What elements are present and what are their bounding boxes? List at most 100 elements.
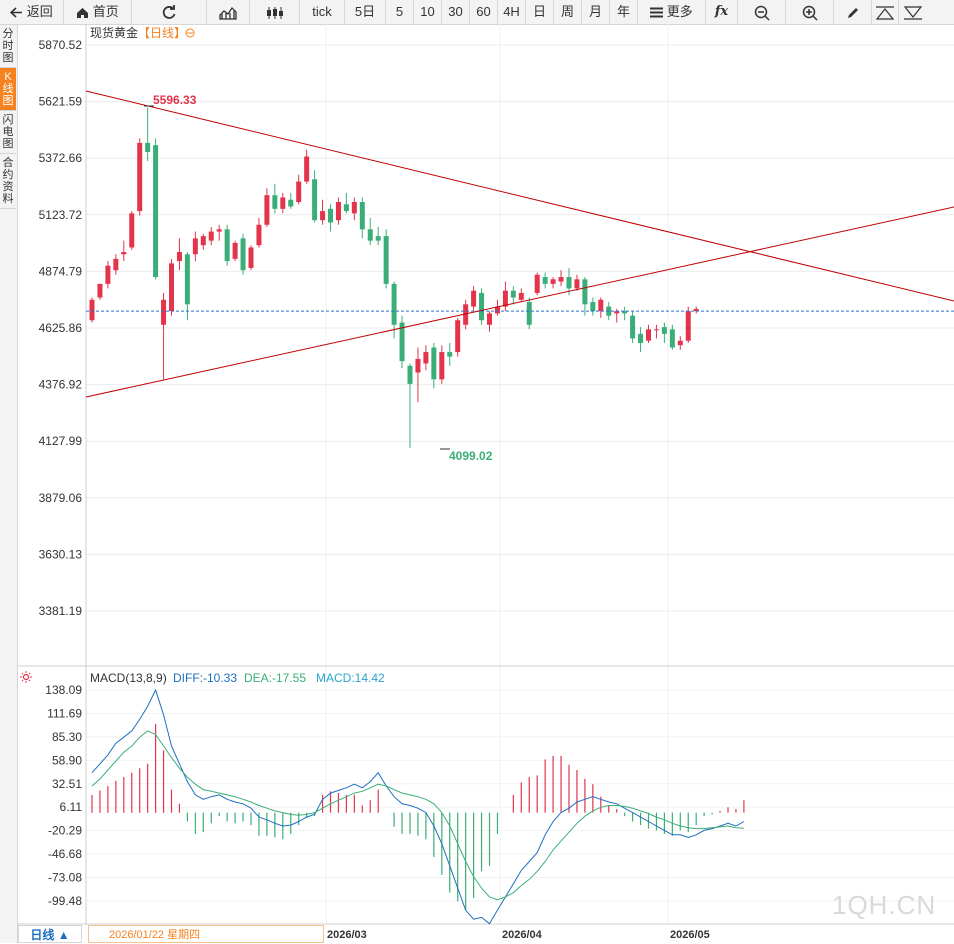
chart-type-button[interactable]	[207, 0, 250, 24]
back-button[interactable]: 返回	[0, 0, 64, 24]
more-button[interactable]: 更多	[638, 0, 706, 24]
y-tick-label: 5870.52	[39, 38, 83, 52]
period-5day[interactable]: 5日	[345, 0, 386, 24]
candle-body	[240, 238, 246, 271]
candle-body	[518, 292, 524, 300]
x-tick-label: 2026/05	[670, 929, 710, 941]
candle-body	[161, 299, 167, 325]
zoom-in-icon	[802, 5, 818, 21]
candle-body	[494, 306, 500, 314]
candle-body	[566, 277, 572, 289]
candle-body	[415, 358, 421, 373]
candle-body	[487, 313, 492, 325]
low-marker: 4099.02	[440, 448, 493, 463]
candle-body	[407, 365, 413, 384]
period-year[interactable]: 年	[610, 0, 638, 24]
candle-body	[216, 229, 222, 232]
candle-style-button[interactable]	[250, 0, 300, 24]
tab-contract-info[interactable]: 合约资料	[0, 154, 16, 209]
period-5min[interactable]: 5	[386, 0, 414, 24]
y-tick-label: 111.69	[47, 706, 82, 720]
home-button[interactable]: 首页	[64, 0, 132, 24]
candle-body	[622, 311, 628, 314]
candle-body	[614, 311, 620, 314]
settings-sun-icon[interactable]	[20, 671, 32, 683]
y-tick-label: 5621.59	[39, 95, 83, 109]
trendline-ascending[interactable]	[85, 206, 954, 398]
candle-body	[447, 352, 453, 357]
collapse-icon[interactable]	[185, 28, 195, 38]
period-tick[interactable]: tick	[300, 0, 345, 24]
candle-body	[89, 299, 95, 321]
macd-diff-value: DIFF:-10.33	[173, 671, 237, 685]
macd-axis-labels: 138.09 111.69 85.30 58.90 32.51 6.11 -20.29 -46…	[45, 683, 82, 908]
x-tick-label: 2026/03	[327, 929, 367, 941]
candle-body	[646, 329, 651, 341]
refresh-button[interactable]	[132, 0, 207, 24]
candle-body	[534, 274, 540, 293]
mountain-chart-icon	[219, 6, 237, 20]
period-30min[interactable]: 30	[442, 0, 470, 24]
period-day[interactable]: 日	[526, 0, 554, 24]
candle-body	[351, 202, 357, 214]
period-4hour[interactable]: 4H	[498, 0, 526, 24]
candlestick-icon	[266, 6, 283, 19]
zoom-out-button[interactable]	[738, 0, 786, 24]
candle-body	[145, 142, 151, 152]
candle-body	[630, 315, 636, 339]
candle-body	[105, 265, 111, 284]
period-week[interactable]: 周	[554, 0, 582, 24]
macd-dea-value: DEA:-17.55	[244, 671, 306, 685]
y-tick-label: -20.29	[48, 824, 82, 838]
draw-up-button[interactable]	[872, 0, 899, 24]
candle-body	[232, 242, 238, 259]
high-label: 5596.33	[153, 93, 197, 107]
candle-body	[343, 204, 349, 212]
y-tick-label: 32.51	[52, 777, 82, 791]
candle-body	[510, 290, 516, 298]
candle-body	[200, 236, 206, 246]
back-label: 返回	[26, 4, 53, 19]
tab-flash-chart[interactable]: 闪电图	[0, 111, 16, 154]
high-marker: 5596.33	[144, 93, 197, 107]
candle-body	[574, 279, 580, 289]
candle-body	[542, 277, 548, 284]
candle-body	[256, 224, 262, 246]
y-tick-label: 4625.86	[39, 321, 83, 335]
candle-body	[661, 327, 667, 334]
draw-pen-button[interactable]	[834, 0, 872, 24]
price-axis-labels: 5870.52 5621.59 5372.66 5123.72 4874.79 4625.…	[39, 38, 83, 618]
y-tick-label: 138.09	[45, 683, 82, 697]
period-selector[interactable]: 日线 ▲	[18, 925, 82, 943]
more-label: 更多	[666, 4, 693, 19]
candle-body	[638, 333, 644, 343]
toolbar: 返回 首页 tick 5日 5 10 30 60 4H 日 周 月 年 更多 f…	[0, 0, 954, 25]
zoom-in-button[interactable]	[786, 0, 834, 24]
y-tick-label: 58.90	[52, 753, 82, 767]
candle-body	[129, 213, 135, 248]
period-10min[interactable]: 10	[414, 0, 442, 24]
y-tick-label: -99.48	[48, 894, 82, 908]
candle-body	[383, 236, 389, 284]
zoom-out-icon	[754, 5, 770, 21]
tab-kline[interactable]: K线图	[0, 68, 16, 111]
trendline-descending[interactable]	[85, 90, 954, 302]
period-month[interactable]: 月	[582, 0, 610, 24]
candle-body	[113, 258, 119, 271]
candle-body	[184, 254, 190, 305]
tab-timeshare[interactable]: 分时图	[0, 25, 16, 68]
candlestick-series	[89, 107, 699, 448]
draw-down-button[interactable]	[899, 0, 926, 24]
candle-body	[439, 352, 445, 380]
y-tick-label: 85.30	[52, 730, 82, 744]
candle-body	[153, 145, 159, 278]
candle-body	[463, 304, 469, 325]
diff-line	[91, 688, 745, 925]
period-60min[interactable]: 60	[470, 0, 498, 24]
candle-body	[550, 279, 556, 284]
indicator-fx-button[interactable]: fx	[706, 0, 738, 24]
home-label: 首页	[92, 4, 119, 19]
refresh-icon	[162, 4, 176, 19]
x-tick-label: 2026/04	[502, 929, 543, 941]
